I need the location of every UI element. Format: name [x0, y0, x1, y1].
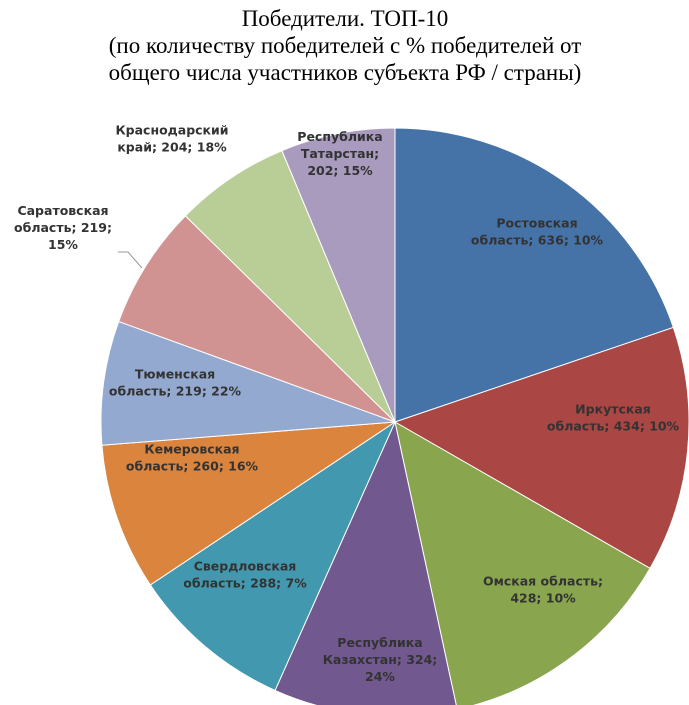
- pie-slice: [118, 215, 396, 423]
- data-label-line: область; 219;: [14, 220, 112, 235]
- data-label-line: область; 636; 10%: [471, 233, 604, 248]
- data-label-line: область; 219; 22%: [109, 384, 242, 399]
- data-label-line: Республика: [297, 129, 382, 144]
- data-label-line: Иркутская: [575, 402, 651, 417]
- data-label-line: Татарстан;: [301, 146, 379, 161]
- data-label-line: 202; 15%: [307, 163, 373, 178]
- data-label-line: область; 434; 10%: [547, 419, 680, 434]
- pie-slice: [149, 420, 397, 692]
- chart-subtitle: общего числа участников субъекта РФ / ст…: [109, 60, 582, 85]
- data-label: Республика Казахстан; 324; 24%: [323, 635, 438, 684]
- data-label: Краснодарский край; 204; 18%: [115, 123, 228, 155]
- data-label-line: Республика: [337, 635, 422, 650]
- data-label-line: Кемеровская: [144, 442, 239, 457]
- data-label-line: 428; 10%: [510, 591, 576, 606]
- data-label: Кемеровская область; 260; 16%: [126, 442, 259, 474]
- data-label: Тюменская область; 219; 22%: [109, 367, 242, 399]
- pie-slice: [101, 421, 397, 586]
- data-label-line: край; 204; 18%: [117, 140, 227, 155]
- data-label-line: область; 260; 16%: [126, 459, 259, 474]
- data-label-line: Тюменская: [135, 367, 215, 382]
- leader-line: [118, 251, 143, 269]
- chart-subtitle: (по количеству победителей с % победител…: [109, 33, 582, 58]
- data-label: Саратовская область; 219; 15%: [14, 203, 112, 252]
- pie-slice: [274, 420, 457, 705]
- data-label-line: 15%: [48, 237, 78, 252]
- data-label: Омская область; 428; 10%: [483, 574, 603, 606]
- data-label: Республика Татарстан; 202; 15%: [297, 129, 382, 178]
- data-label-line: 24%: [365, 669, 395, 684]
- data-label-line: Омская область;: [483, 574, 603, 589]
- pie-slice: [394, 127, 675, 423]
- data-label-line: Ростовская: [496, 216, 577, 231]
- chart-title: Победители. ТОП-10: [242, 6, 449, 31]
- data-label-line: Саратовская: [17, 203, 108, 218]
- data-label-line: Свердловская: [194, 559, 297, 574]
- data-label: Ростовская область; 636; 10%: [471, 216, 604, 248]
- pie-slice: [100, 320, 396, 446]
- pie-slice: [281, 127, 396, 423]
- pie-slice: [184, 149, 396, 423]
- data-label-line: Казахстан; 324;: [323, 652, 438, 667]
- pie-slice: [394, 421, 651, 705]
- data-label-line: Краснодарский: [115, 123, 228, 138]
- data-label: Иркутская область; 434; 10%: [547, 402, 680, 434]
- data-label: Свердловская область; 288; 7%: [183, 559, 307, 591]
- pie-slice: [393, 326, 689, 570]
- data-label-line: область; 288; 7%: [183, 576, 307, 591]
